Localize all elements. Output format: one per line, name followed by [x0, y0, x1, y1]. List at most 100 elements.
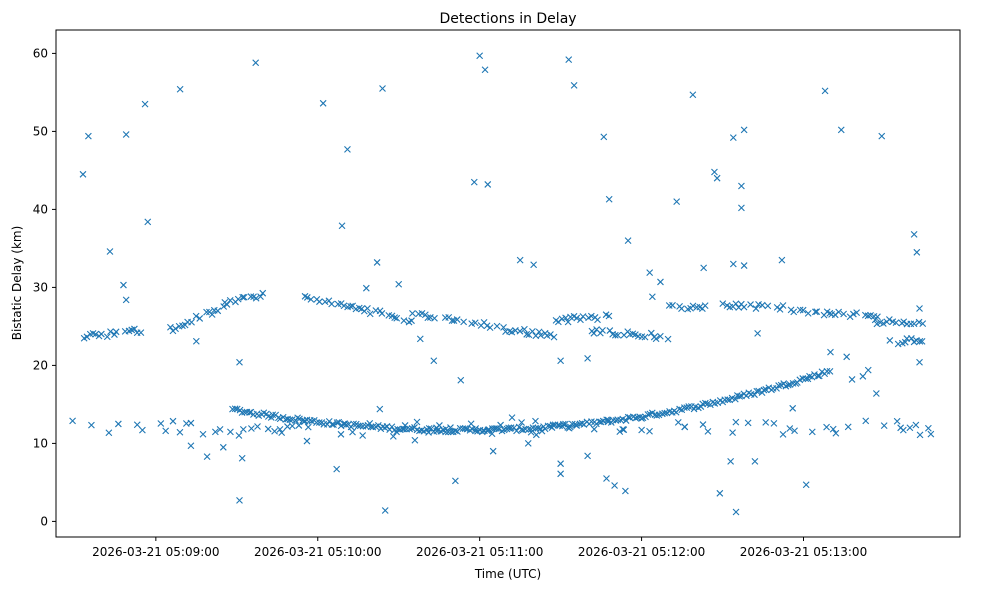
- data-point: [214, 307, 222, 315]
- x-tick-label: 2026-03-21 05:11:00: [416, 545, 543, 559]
- data-point: [112, 328, 120, 336]
- data-point: [521, 325, 528, 333]
- data-point: [906, 424, 914, 432]
- data-point: [114, 420, 122, 428]
- data-point: [247, 293, 255, 300]
- data-point: [344, 145, 351, 153]
- data-point: [315, 419, 323, 426]
- data-point: [685, 403, 693, 410]
- data-point: [379, 85, 386, 92]
- data-point: [681, 423, 689, 431]
- data-point: [808, 428, 816, 436]
- data-point: [736, 393, 744, 400]
- data-point: [389, 432, 397, 440]
- data-point: [484, 181, 492, 188]
- data-point: [208, 311, 216, 318]
- data-point: [564, 424, 572, 431]
- data-point: [176, 428, 184, 436]
- data-point: [139, 426, 146, 434]
- data-point: [893, 417, 901, 425]
- data-point: [844, 423, 852, 431]
- data-point: [859, 372, 867, 380]
- data-point: [760, 386, 768, 394]
- data-point: [349, 428, 356, 436]
- data-point: [740, 262, 748, 269]
- data-point: [611, 482, 618, 489]
- data-point: [762, 418, 770, 426]
- data-point: [525, 425, 533, 433]
- data-point: [724, 396, 732, 404]
- data-point: [347, 302, 354, 310]
- x-axis-label: Time (UTC): [474, 567, 541, 581]
- data-point: [378, 310, 386, 317]
- data-point: [500, 323, 507, 331]
- data-point: [203, 308, 210, 316]
- data-point: [901, 338, 909, 346]
- data-point: [400, 425, 408, 433]
- data-point: [732, 300, 740, 308]
- y-tick-label: 10: [33, 436, 48, 450]
- data-point: [199, 430, 207, 438]
- data-point: [236, 358, 243, 366]
- data-point: [823, 367, 831, 375]
- y-tick-label: 0: [40, 514, 48, 528]
- data-point: [864, 366, 872, 374]
- data-point: [689, 302, 697, 310]
- data-point: [508, 328, 516, 336]
- data-point: [557, 357, 565, 365]
- data-point: [789, 404, 797, 412]
- data-point: [886, 337, 894, 344]
- data-point: [516, 327, 524, 335]
- data-point: [740, 126, 748, 134]
- data-point: [286, 416, 294, 424]
- x-tick-label: 2026-03-21 05:13:00: [740, 545, 867, 559]
- data-point: [564, 318, 572, 326]
- data-point: [557, 470, 565, 478]
- data-point: [227, 428, 234, 436]
- data-point: [590, 425, 598, 433]
- data-point: [804, 310, 812, 317]
- x-tick-label: 2026-03-21 05:12:00: [578, 545, 705, 559]
- data-point: [656, 332, 664, 340]
- data-point: [669, 301, 676, 309]
- data-point: [644, 411, 652, 418]
- data-point: [912, 421, 920, 429]
- data-point: [778, 256, 786, 264]
- data-point: [518, 419, 525, 426]
- data-point: [234, 295, 242, 303]
- data-point: [605, 312, 613, 320]
- data-point: [600, 133, 608, 141]
- data-point: [534, 424, 542, 432]
- data-point: [507, 424, 515, 432]
- data-point: [288, 422, 296, 430]
- data-point: [811, 371, 818, 378]
- data-point: [364, 304, 371, 312]
- data-point: [775, 382, 783, 389]
- data-point: [791, 427, 798, 435]
- data-point: [786, 425, 794, 432]
- data-point: [779, 302, 787, 309]
- data-point: [621, 487, 629, 495]
- data-point: [550, 333, 558, 341]
- data-point: [617, 416, 624, 424]
- data-point: [754, 330, 762, 337]
- data-point: [744, 419, 752, 427]
- data-point: [829, 425, 837, 433]
- data-point: [97, 330, 105, 338]
- data-point: [701, 302, 709, 310]
- data-point: [919, 320, 927, 327]
- data-point: [558, 422, 566, 430]
- data-point: [729, 429, 736, 436]
- data-point: [203, 453, 211, 461]
- data-point: [276, 425, 284, 433]
- data-point: [328, 421, 336, 428]
- data-point: [425, 424, 433, 432]
- data-point: [653, 412, 661, 419]
- data-point: [374, 421, 382, 429]
- data-point: [359, 432, 367, 439]
- data-point: [693, 303, 701, 311]
- data-point: [131, 325, 138, 333]
- data-point: [910, 320, 918, 328]
- data-point: [220, 303, 228, 310]
- data-point: [840, 310, 847, 318]
